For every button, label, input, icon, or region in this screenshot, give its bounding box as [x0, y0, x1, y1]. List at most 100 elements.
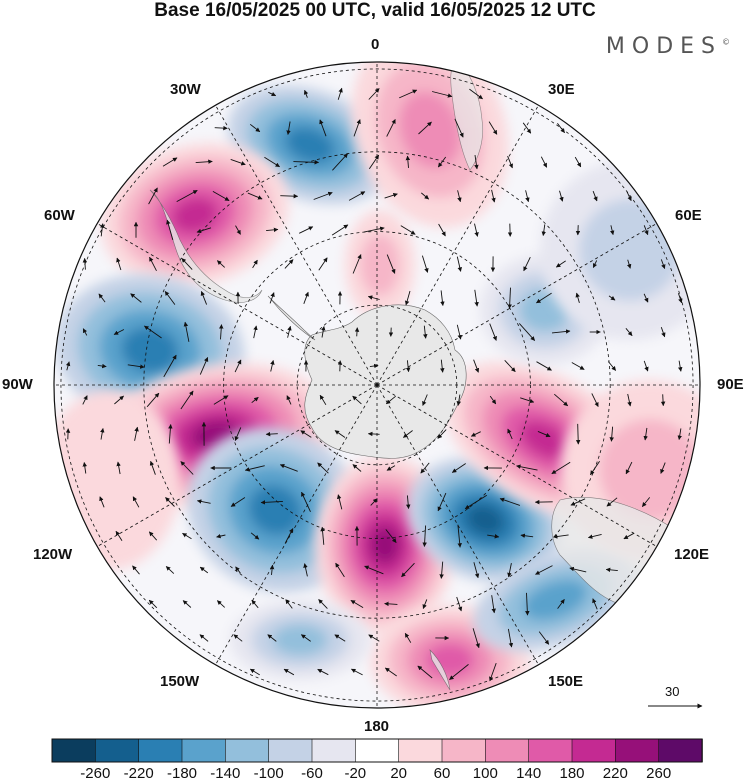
wind-vector: [164, 291, 176, 305]
wind-vector: [487, 534, 500, 539]
wind-vector: [364, 565, 384, 575]
wind-vector: [457, 524, 462, 548]
wind-vector: [319, 394, 327, 406]
wind-vector: [303, 89, 309, 98]
colorbar-swatch: [355, 738, 400, 763]
wind-vector: [337, 87, 343, 100]
wind-vector: [605, 567, 618, 573]
wind-vector: [303, 563, 308, 577]
wind-vector: [252, 259, 258, 269]
wind-vector: [570, 498, 586, 506]
wind-vector: [367, 295, 380, 300]
wind-vector: [575, 423, 581, 445]
colorbar-swatch: [181, 738, 227, 763]
wind-vector: [384, 667, 397, 677]
south-america: [149, 189, 263, 303]
wind-vector: [554, 393, 569, 407]
wind-vector: [623, 532, 635, 540]
wind-vector: [269, 292, 275, 304]
colorbar-tick-label: 20: [390, 765, 408, 782]
wind-vector: [116, 461, 121, 475]
wind-vector: [551, 329, 571, 334]
wind-vector: [516, 464, 538, 471]
wind-vector: [421, 192, 430, 200]
colorbar-swatch: [485, 738, 530, 763]
lon-label-150e: 150E: [548, 673, 584, 690]
colorbar-swatch: [398, 738, 443, 763]
wind-vector: [643, 427, 648, 441]
colorbar-tick-label: 220: [602, 765, 628, 782]
wind-vector: [660, 394, 666, 407]
wind-vector: [489, 395, 497, 405]
wind-vector: [404, 632, 412, 643]
wind-vector: [386, 254, 396, 274]
antarctic-peninsula: [267, 295, 316, 341]
wind-vector: [507, 428, 513, 440]
wind-vector: [317, 462, 329, 474]
wind-vector: [251, 599, 259, 609]
wind-vector: [538, 631, 550, 645]
wind-vector: [403, 430, 413, 438]
wind-vector: [507, 287, 512, 309]
colorbar-tick-label: -60: [301, 765, 323, 782]
wind-vector: [575, 292, 580, 304]
wind-vector: [300, 430, 312, 438]
colorbar-swatch: [311, 738, 357, 763]
wind-vector: [183, 321, 190, 342]
wind-vector: [473, 359, 480, 373]
wind-vector: [525, 190, 530, 203]
antarctica: [304, 304, 467, 459]
wind-vector: [643, 225, 649, 236]
wind-vector: [367, 431, 380, 437]
wind-vector: [331, 224, 349, 236]
wind-vector: [180, 461, 194, 475]
wind-vector: [180, 390, 194, 410]
wind-vector: [99, 496, 105, 508]
wind-vector: [472, 628, 480, 649]
wind-vector: [234, 359, 242, 373]
wind-vector: [499, 497, 521, 506]
wind-vector: [353, 119, 361, 137]
wind-vector: [115, 530, 123, 542]
wind-vector: [199, 566, 209, 574]
wind-vector: [677, 428, 682, 441]
lon-label-120w: 120W: [33, 546, 73, 563]
wind-vector: [82, 395, 88, 405]
wind-vector: [176, 190, 198, 202]
wind-vector: [457, 190, 462, 203]
wind-vector: [368, 154, 380, 170]
brand-name: MODES: [605, 34, 722, 59]
wind-vector: [286, 121, 291, 135]
wind-vector: [626, 191, 632, 202]
wind-vector: [525, 592, 530, 616]
wind-vector: [401, 562, 415, 578]
colorbar-tick-label: -140: [210, 765, 241, 782]
wind-vector: [132, 565, 140, 575]
wind-vector: [421, 255, 429, 273]
wind-vector: [235, 566, 241, 574]
meridian: [211, 99, 378, 386]
wind-vector: [420, 462, 430, 474]
wind-vector: [249, 123, 261, 133]
wind-vector: [541, 224, 547, 237]
meridian: [91, 219, 378, 386]
colorbar-swatch: [528, 738, 573, 763]
wind-vector: [244, 465, 265, 472]
wind-vector: [474, 289, 479, 307]
wind-vector: [182, 532, 192, 540]
anomaly-center: [345, 210, 415, 320]
wind-vector: [643, 293, 649, 303]
wind-vector: [303, 291, 309, 304]
wind-vector: [114, 395, 124, 405]
wind-vector: [148, 187, 158, 205]
colorbar-swatch: [658, 738, 703, 763]
wind-vector: [677, 293, 683, 304]
wind-vector: [247, 192, 263, 200]
wind-vector: [251, 396, 259, 404]
wind-vector: [235, 225, 241, 235]
wind-vector: [82, 462, 88, 474]
wind-vector: [249, 668, 260, 676]
wind-vector: [287, 325, 292, 338]
wind-vector: [559, 190, 564, 202]
